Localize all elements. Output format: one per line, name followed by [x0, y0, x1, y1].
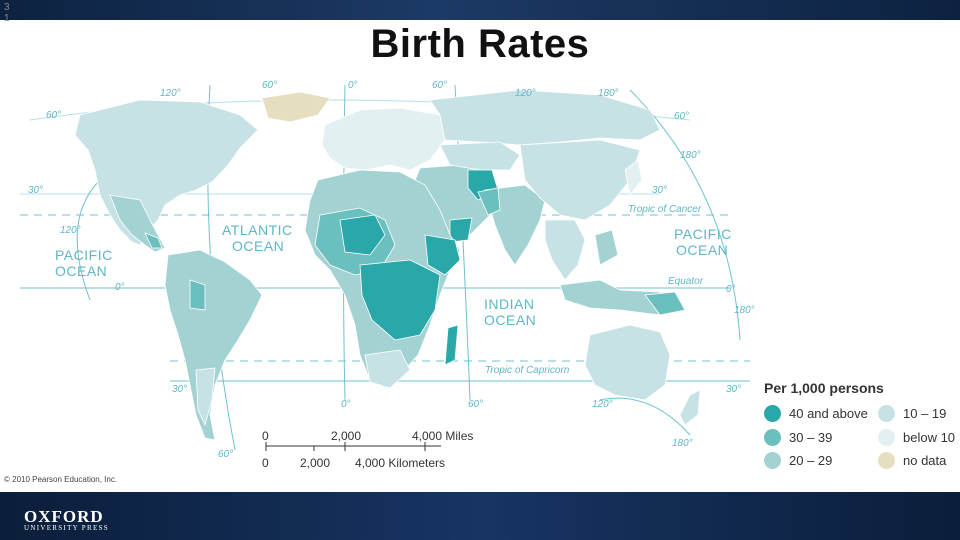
- legend-label: no data: [903, 453, 947, 468]
- top-band: [0, 0, 960, 20]
- scale-miles-4000: 4,000 Miles: [412, 429, 474, 443]
- graticule-label: 60°: [468, 399, 483, 410]
- meridian-180-bottom: [599, 397, 691, 436]
- graticule-label: 60°: [432, 80, 447, 91]
- legend-swatch: [878, 429, 895, 446]
- southeast-asia: [544, 219, 586, 281]
- ocean-label: INDIAN OCEAN: [484, 296, 536, 328]
- graticule-label: 30°: [28, 185, 43, 196]
- slide-number: 3 1: [4, 2, 10, 24]
- ocean-label-line: OCEAN: [232, 238, 284, 254]
- central-east-africa: [359, 259, 441, 341]
- scale-miles-0: 0: [262, 429, 269, 443]
- australia: [584, 324, 671, 401]
- graticule-label: 120°: [160, 88, 181, 99]
- copyright: © 2010 Pearson Education, Inc.: [4, 475, 118, 484]
- ocean-label-line: OCEAN: [676, 242, 728, 258]
- graticule-label: 0°: [115, 282, 125, 293]
- legend-swatch: [878, 405, 895, 422]
- philippines: [594, 229, 619, 266]
- legend-swatch: [764, 429, 781, 446]
- ocean-label: ATLANTIC OCEAN: [222, 222, 293, 254]
- slide-title: Birth Rates: [370, 22, 590, 66]
- map-svg: PACIFIC OCEAN ATLANTIC OCEAN INDIAN OCEAN P…: [20, 80, 755, 460]
- legend-item: 10 – 19: [878, 405, 946, 422]
- graticule-label: 180°: [672, 438, 693, 449]
- graticule-label: 120°: [515, 88, 536, 99]
- horn-of-africa: [424, 234, 461, 276]
- graticule-label: 120°: [60, 225, 81, 236]
- legend-swatch: [764, 452, 781, 469]
- south-america: [164, 249, 263, 441]
- graticule-label: 60°: [262, 80, 277, 91]
- graticule-label: 180°: [734, 305, 755, 316]
- legend-item: 30 – 39: [764, 429, 832, 446]
- graticule-label: 120°: [592, 399, 613, 410]
- legend-swatch: [764, 405, 781, 422]
- ocean-label-line: PACIFIC: [55, 247, 113, 263]
- india: [484, 184, 546, 266]
- tropic-of-capricorn-label: Tropic of Capricorn: [485, 365, 570, 376]
- legend-item: no data: [878, 452, 946, 469]
- madagascar: [444, 324, 459, 366]
- new-zealand: [679, 389, 701, 426]
- legend-label: below 10: [903, 430, 956, 445]
- guatemala: [144, 232, 163, 249]
- ocean-label-line: OCEAN: [484, 312, 536, 328]
- scale-km-4000: 4,000 Kilometers: [355, 456, 446, 470]
- china: [519, 139, 641, 221]
- graticule-label: 60°: [218, 449, 233, 460]
- legend-item: 20 – 29: [764, 452, 832, 469]
- scale-km-0: 0: [262, 456, 269, 470]
- ocean-label-line: OCEAN: [55, 263, 107, 279]
- legend-label: 40 and above: [789, 406, 868, 421]
- graticule-label: 30°: [172, 384, 187, 395]
- oxford-logo: OXFORD: [24, 507, 104, 526]
- legend-item: 40 and above: [764, 405, 868, 422]
- japan: [624, 159, 643, 196]
- pakistan: [477, 187, 501, 216]
- south-africa: [364, 349, 411, 389]
- legend-swatch: [878, 452, 895, 469]
- graticule-label: 0°: [341, 399, 351, 410]
- ocean-label: PACIFIC OCEAN: [674, 226, 732, 258]
- graticule-label: 180°: [598, 88, 619, 99]
- niger-mali: [339, 214, 386, 256]
- central-asia: [439, 141, 521, 171]
- legend-title: Per 1,000 persons: [764, 380, 884, 396]
- graticule-label: 180°: [680, 150, 701, 161]
- scale-miles-2000: 2,000: [331, 429, 362, 443]
- europe: [321, 107, 446, 171]
- oxford-logo-subtitle: UNIVERSITY PRESS: [24, 524, 109, 532]
- graticule-label: 60°: [674, 111, 689, 122]
- bottom-band: [0, 492, 960, 540]
- ocean-label-line: INDIAN: [484, 296, 534, 312]
- graticule-label: 0°: [726, 284, 736, 295]
- scale-km-2000: 2,000: [300, 456, 331, 470]
- legend-item: below 10: [878, 429, 955, 446]
- legend-label: 20 – 29: [789, 453, 833, 468]
- ocean-label-line: PACIFIC: [674, 226, 732, 242]
- legend-label: 10 – 19: [903, 406, 947, 421]
- ocean-label: PACIFIC OCEAN: [55, 247, 113, 279]
- greenland: [261, 91, 331, 123]
- tropic-of-cancer-label: Tropic of Cancer: [628, 204, 702, 215]
- meridian-120w: [76, 179, 101, 301]
- world-map: PACIFIC OCEAN ATLANTIC OCEAN INDIAN OCEAN P…: [0, 70, 960, 490]
- legend-label: 30 – 39: [789, 430, 833, 445]
- ocean-label-line: ATLANTIC: [222, 222, 293, 238]
- graticule-label: 60°: [46, 110, 61, 121]
- equator-label: Equator: [668, 276, 704, 287]
- bolivia: [189, 279, 206, 311]
- graticule-label: 0°: [348, 80, 358, 91]
- papua-new-guinea: [644, 291, 686, 316]
- graticule-label: 30°: [726, 384, 741, 395]
- argentina-chile: [195, 367, 216, 427]
- graticule-label: 30°: [652, 185, 667, 196]
- russia: [429, 89, 661, 146]
- yemen: [449, 217, 473, 243]
